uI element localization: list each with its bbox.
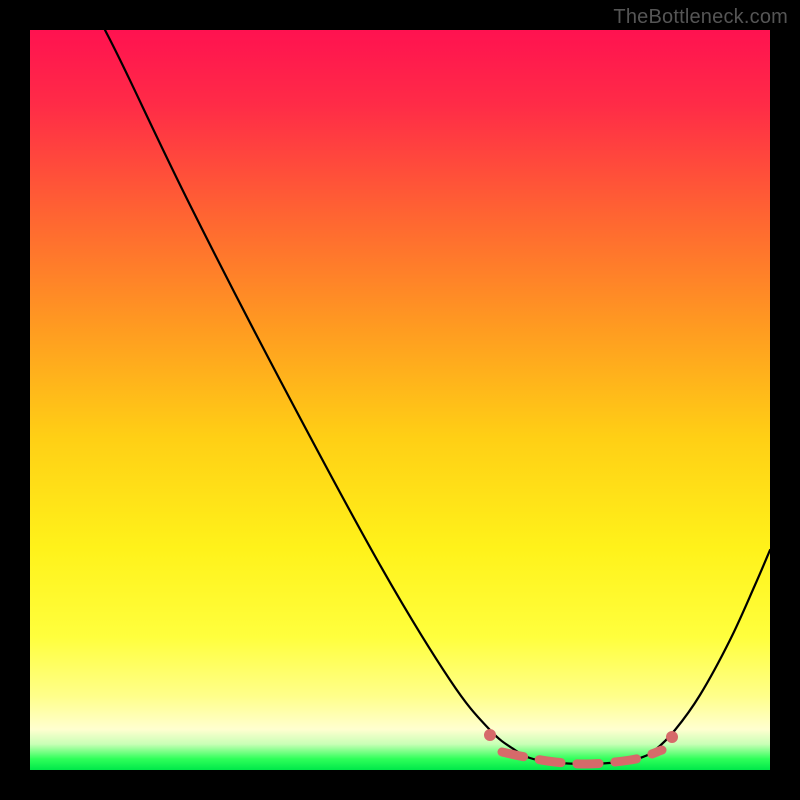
- chart-svg: [30, 30, 770, 770]
- range-end-dot-0: [484, 729, 496, 741]
- range-end-dot-1: [666, 731, 678, 743]
- chart-background: [30, 30, 770, 770]
- attribution-text: TheBottleneck.com: [613, 6, 788, 29]
- bottleneck-chart: [30, 30, 770, 770]
